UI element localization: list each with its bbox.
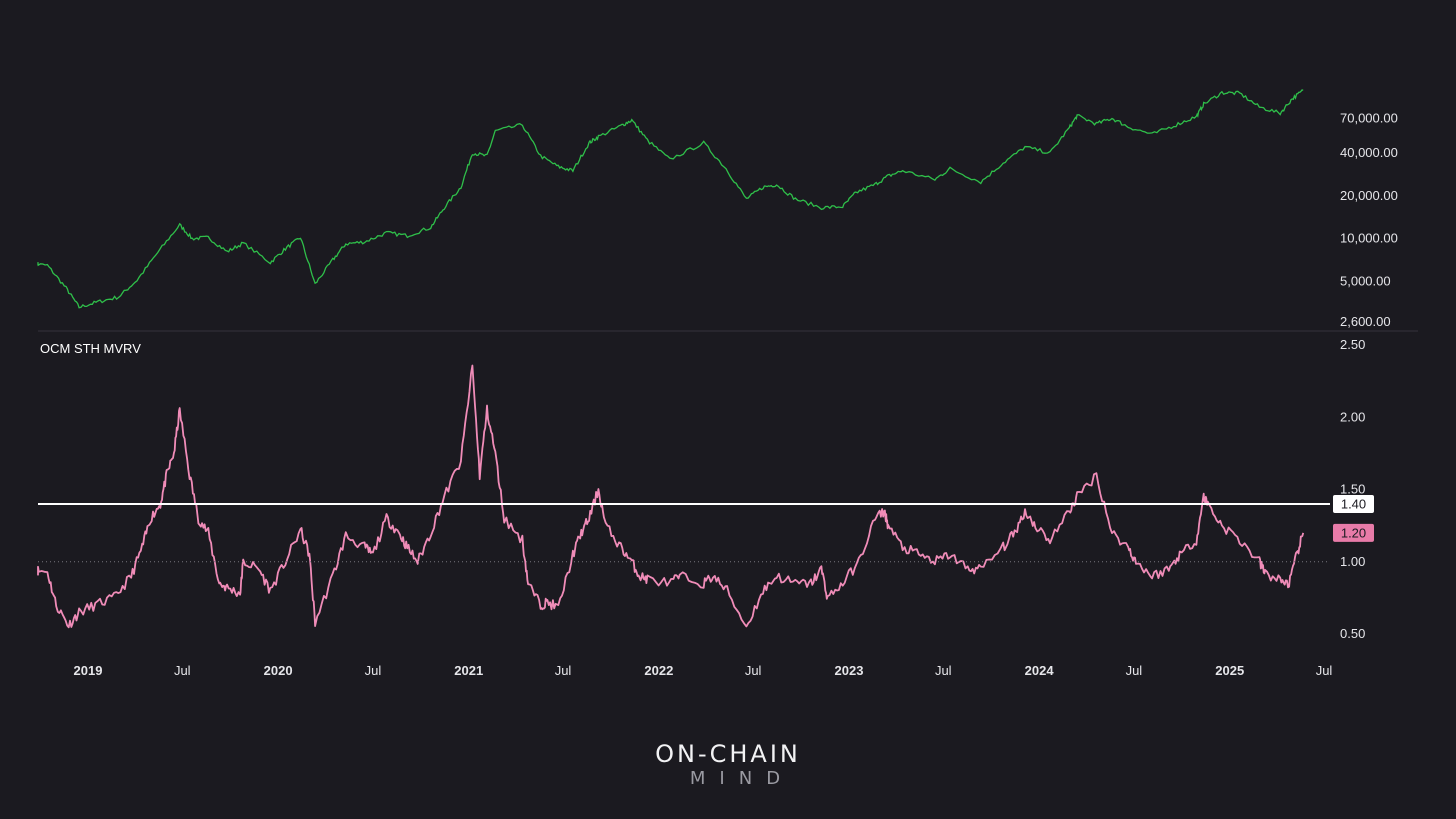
price-y-tick-label: 5,000.00 bbox=[1340, 274, 1391, 289]
mvrv-overlays: 1.40 1.20 bbox=[38, 494, 1374, 563]
mvrv-y-tick-label: 2.00 bbox=[1340, 409, 1365, 424]
x-tick-label: 2025 bbox=[1215, 663, 1244, 678]
threshold-badge-label: 1.40 bbox=[1341, 496, 1366, 511]
current-value-badge bbox=[1333, 523, 1374, 542]
x-axis: 2019 Jul 2020 Jul 2021 Jul 2022 Jul 2023 Jul 2024 J… bbox=[74, 663, 1333, 678]
price-y-tick-label: 40,000.00 bbox=[1340, 145, 1398, 160]
price-series-line bbox=[37, 89, 1304, 309]
mvrv-y-tick-label: 1.00 bbox=[1340, 554, 1365, 569]
mvrv-y-tick-label: 2.50 bbox=[1340, 337, 1365, 352]
x-tick-label: Jul bbox=[1126, 663, 1143, 678]
price-y-tick-label: 2,600.00 bbox=[1340, 314, 1391, 329]
x-tick-label: Jul bbox=[935, 663, 952, 678]
brand-subtitle: MIND bbox=[689, 768, 795, 789]
current-value-badge-label: 1.20 bbox=[1341, 525, 1366, 540]
mvrv-y-axis: 0.50 1.00 1.50 2.00 2.50 bbox=[1340, 337, 1365, 641]
x-tick-label: Jul bbox=[745, 663, 762, 678]
x-tick-label: Jul bbox=[365, 663, 382, 678]
x-tick-label: 2023 bbox=[835, 663, 864, 678]
mvrv-y-tick-label: 0.50 bbox=[1340, 626, 1365, 641]
x-tick-label: 2021 bbox=[454, 663, 483, 678]
mvrv-plot bbox=[37, 364, 1305, 629]
mvrv-panel-label: OCM STH MVRV bbox=[40, 341, 141, 356]
mvrv-series-line bbox=[37, 364, 1305, 629]
threshold-badge bbox=[1333, 494, 1374, 513]
price-y-tick-label: 70,000.00 bbox=[1340, 110, 1398, 125]
x-tick-label: 2022 bbox=[644, 663, 673, 678]
price-y-tick-label: 10,000.00 bbox=[1340, 231, 1398, 246]
x-tick-label: 2019 bbox=[74, 663, 103, 678]
mvrv-y-tick-label: 1.50 bbox=[1340, 482, 1365, 497]
x-tick-label: 2024 bbox=[1025, 663, 1055, 678]
price-y-axis: 2,600.00 5,000.00 10,000.00 20,000.00 40,000… bbox=[1340, 110, 1398, 329]
brand-title: ON-CHAIN bbox=[655, 740, 801, 768]
x-tick-label: Jul bbox=[174, 663, 191, 678]
price-plot bbox=[37, 89, 1304, 309]
price-y-tick-label: 20,000.00 bbox=[1340, 188, 1398, 203]
x-tick-label: Jul bbox=[1316, 663, 1333, 678]
x-tick-label: Jul bbox=[555, 663, 572, 678]
x-tick-label: 2020 bbox=[264, 663, 293, 678]
